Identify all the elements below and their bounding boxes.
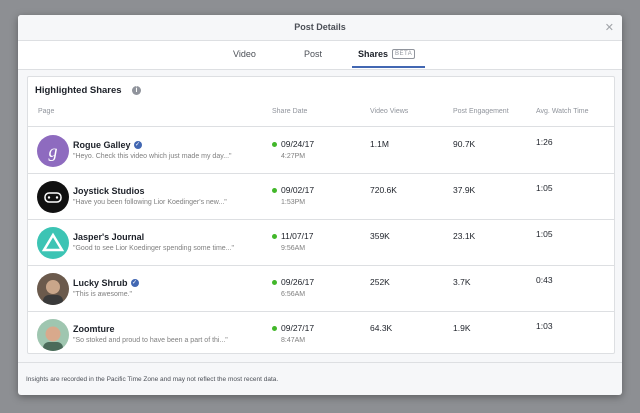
share-date: 11/07/17 xyxy=(281,231,314,241)
avatar xyxy=(37,227,69,259)
video-views: 64.3K xyxy=(370,323,393,333)
column-header: Share Date xyxy=(272,108,308,115)
column-header: Avg. Watch Time xyxy=(536,108,589,115)
verified-badge: ✓ xyxy=(133,141,142,149)
avatar xyxy=(37,181,69,213)
share-date: 09/02/17 xyxy=(281,185,315,195)
tab-badge: BETA xyxy=(392,49,416,59)
page-name[interactable]: Lucky Shrub xyxy=(73,278,128,288)
status-dot xyxy=(272,188,277,193)
avg-watch-time: 0:43 xyxy=(536,275,553,285)
share-time: 9:56AM xyxy=(281,245,306,252)
share-time: 1:53PM xyxy=(281,199,306,206)
share-quote: "Have you been following Lior Koedinger'… xyxy=(73,199,227,206)
share-quote: "So stoked and proud to have been a part… xyxy=(73,337,228,344)
tab-active[interactable]: Shares xyxy=(358,49,389,59)
share-date: 09/26/17 xyxy=(281,277,315,287)
avg-watch-time: 1:05 xyxy=(536,229,553,239)
footer-divider xyxy=(18,362,622,363)
page-name[interactable]: Jasper's Journal xyxy=(73,232,145,242)
section-title: Highlighted Shares xyxy=(35,85,122,96)
avatar: g xyxy=(37,135,69,167)
row-divider xyxy=(28,219,614,220)
status-dot xyxy=(272,234,277,239)
avg-watch-time: 1:26 xyxy=(536,137,553,147)
post-engagement: 3.7K xyxy=(453,277,471,287)
status-dot xyxy=(272,280,277,285)
share-quote: "Good to see Lior Koedinger spending som… xyxy=(73,245,235,252)
page-name[interactable]: Rogue Galley xyxy=(73,140,131,150)
share-quote: "Heyo. Check this video which just made … xyxy=(73,153,232,160)
status-dot xyxy=(272,142,277,147)
modal-header: Post Details ✕ xyxy=(18,15,622,41)
share-time: 6:56AM xyxy=(281,291,306,298)
video-views: 252K xyxy=(370,277,390,287)
page-name[interactable]: Zoomture xyxy=(73,324,115,334)
video-views: 1.1M xyxy=(370,139,389,149)
share-date: 09/27/17 xyxy=(281,323,315,333)
video-views: 359K xyxy=(370,231,390,241)
share-time: 8:47AM xyxy=(281,337,306,344)
modal-title: Post Details xyxy=(294,22,346,32)
svg-text:g: g xyxy=(49,141,58,161)
info-icon[interactable]: i xyxy=(132,86,141,95)
header-divider xyxy=(28,126,614,127)
column-header: Post Engagement xyxy=(453,108,509,115)
avatar xyxy=(37,319,69,351)
share-date: 09/24/17 xyxy=(281,139,315,149)
post-engagement: 37.9K xyxy=(453,185,476,195)
row-divider xyxy=(28,311,614,312)
share-time: 4:27PM xyxy=(281,153,306,160)
post-engagement: 23.1K xyxy=(453,231,476,241)
tab[interactable]: Video xyxy=(233,49,256,59)
post-engagement: 1.9K xyxy=(453,323,471,333)
column-header: Page xyxy=(38,108,55,115)
avatar xyxy=(37,273,69,305)
footer-note: Insights are recorded in the Pacific Tim… xyxy=(26,376,279,383)
page-name[interactable]: Joystick Studios xyxy=(73,186,145,196)
modal: Post Details ✕ Video Post Shares BETA Hi… xyxy=(18,15,622,395)
close-button[interactable]: ✕ xyxy=(604,22,614,34)
avg-watch-time: 1:05 xyxy=(536,183,553,193)
row-divider xyxy=(28,265,614,266)
shares-panel: Highlighted Shares i Page Share Date Video… xyxy=(27,76,615,354)
post-engagement: 90.7K xyxy=(453,139,476,149)
status-dot xyxy=(272,326,277,331)
row-divider xyxy=(28,173,614,174)
avg-watch-time: 1:03 xyxy=(536,321,553,331)
verified-badge: ✓ xyxy=(130,279,139,287)
tab-bar: Video Post Shares BETA xyxy=(18,41,622,70)
column-header: Video Views xyxy=(370,108,409,115)
video-views: 720.6K xyxy=(370,185,397,195)
tab-underline xyxy=(352,66,425,68)
share-quote: "This is awesome." xyxy=(73,291,133,298)
tab[interactable]: Post xyxy=(304,49,323,59)
